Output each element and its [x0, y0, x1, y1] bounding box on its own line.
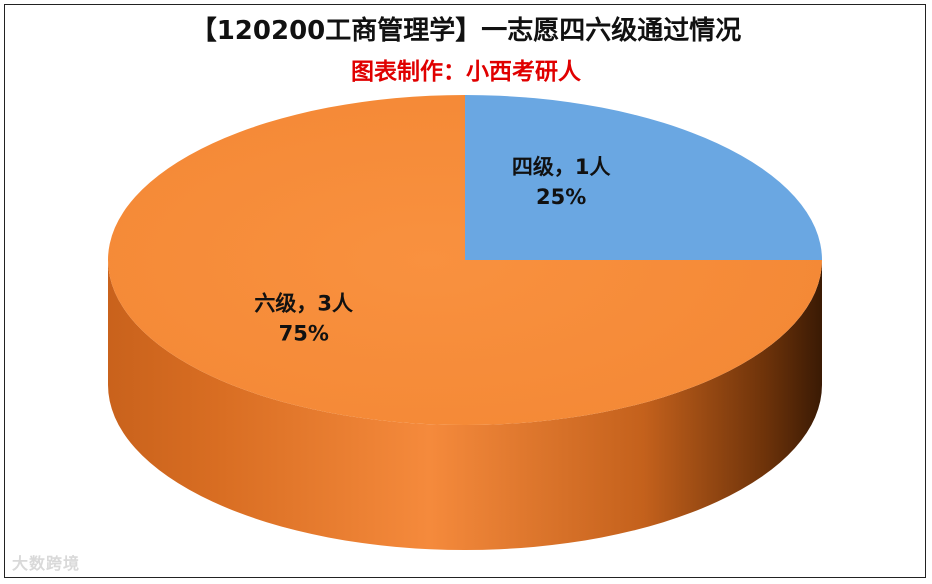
data-label-cet4-count: 四级，1人 [512, 155, 611, 179]
data-label-cet6-percent: 75% [279, 322, 329, 346]
pie-side-wall [108, 260, 822, 550]
chart-subtitle: 图表制作：小西考研人 [351, 59, 581, 85]
pie-slice-cet4 [465, 95, 822, 260]
watermark-logo: 大数跨境 [12, 554, 81, 573]
data-label-cet6-count: 六级，3人 [254, 292, 353, 316]
pie-slice-cet6 [108, 95, 822, 425]
chart-title: 【120200工商管理学】一志愿四六级通过情况 [190, 16, 742, 46]
data-label-cet4-percent: 25% [536, 185, 586, 209]
